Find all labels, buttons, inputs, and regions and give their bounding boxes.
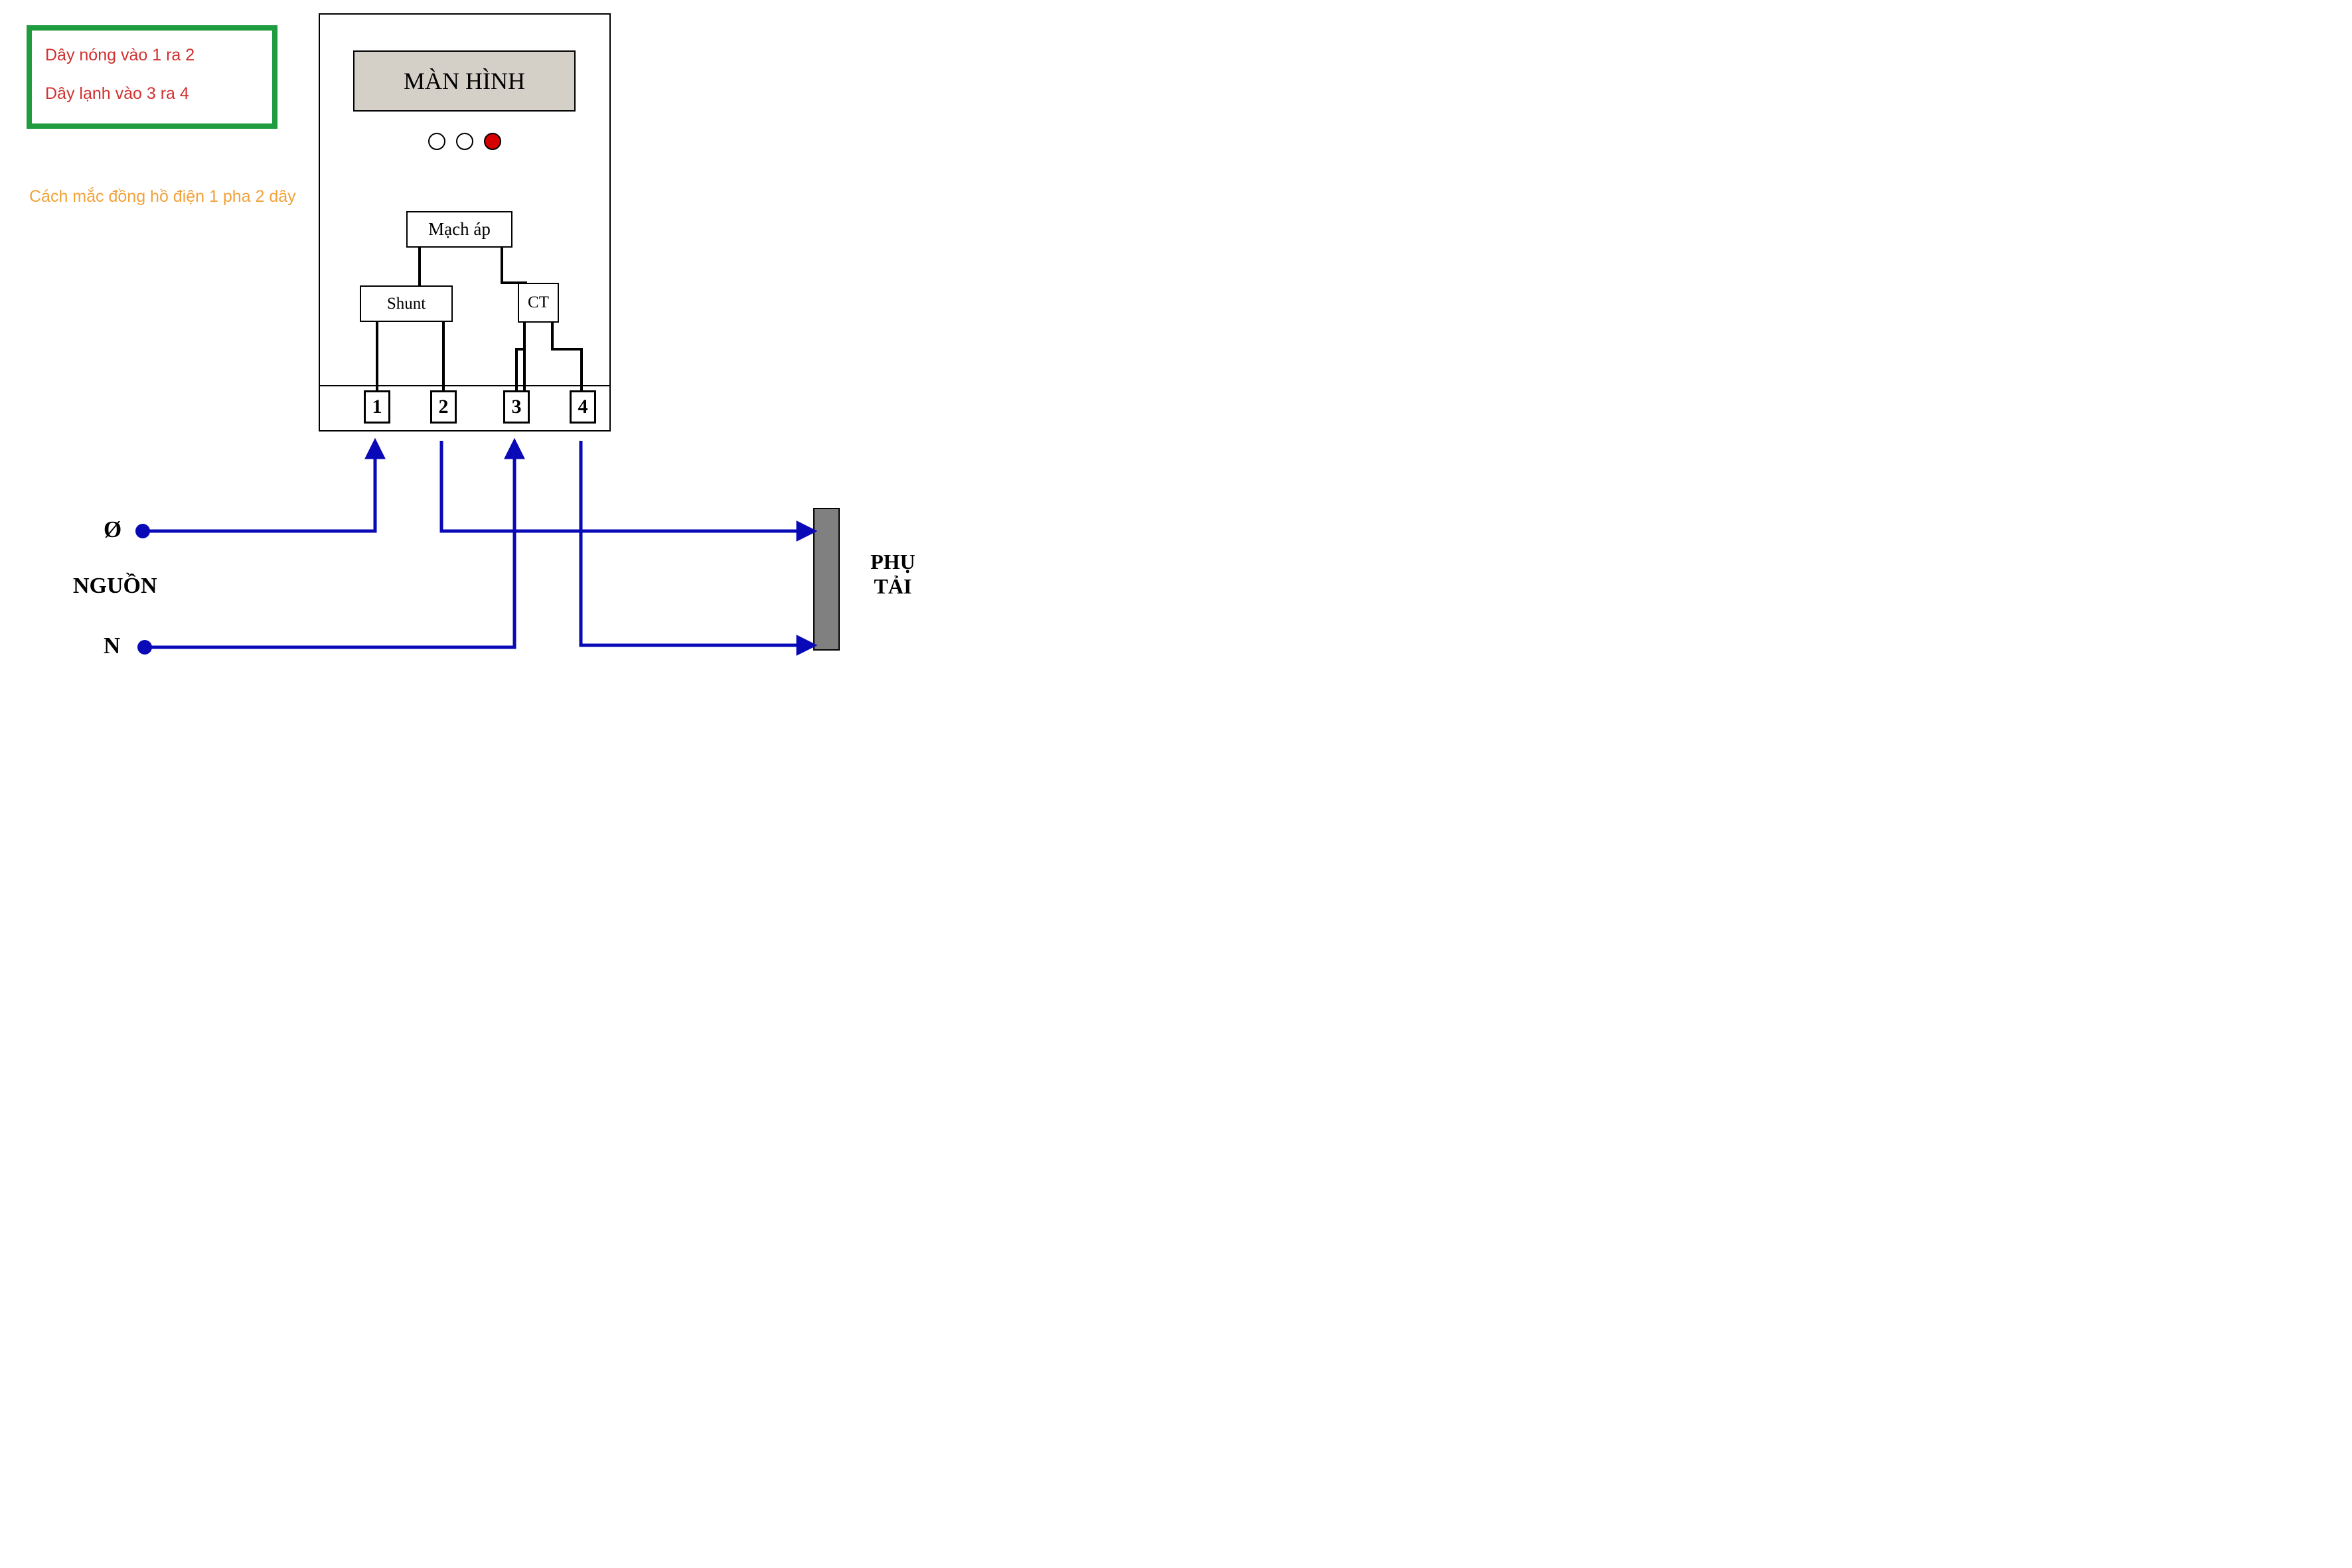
terminal-3: 3 bbox=[503, 390, 530, 424]
diagram-subtitle: Cách mắc đồng hồ điện 1 pha 2 dây bbox=[29, 186, 301, 208]
ct-label: CT bbox=[528, 293, 549, 312]
wire-hot-out-2-to-load bbox=[441, 441, 813, 531]
diagram-canvas: Dây nóng vào 1 ra 2 Dây lạnh vào 3 ra 4 … bbox=[0, 0, 1046, 697]
led-row bbox=[320, 133, 609, 150]
terminal-separator bbox=[320, 385, 609, 386]
led-indicator-2 bbox=[456, 133, 473, 150]
phase-symbol: Ø bbox=[104, 516, 121, 543]
meter-body: MÀN HÌNH Mạch áp Shunt CT bbox=[319, 13, 611, 431]
internal-line bbox=[515, 348, 518, 394]
info-line-1: Dây nóng vào 1 ra 2 bbox=[45, 46, 259, 65]
load-label-line1: PHỤ bbox=[870, 550, 915, 574]
wire-neutral-in-to-3 bbox=[145, 442, 514, 647]
terminal-3-label: 3 bbox=[512, 396, 522, 418]
internal-line bbox=[501, 281, 527, 284]
internal-line bbox=[551, 323, 554, 351]
source-label: NGUỒN bbox=[73, 574, 157, 599]
shunt-label: Shunt bbox=[387, 295, 426, 313]
info-box: Dây nóng vào 1 ra 2 Dây lạnh vào 3 ra 4 bbox=[27, 25, 277, 129]
internal-line bbox=[523, 323, 526, 394]
voltage-circuit-box: Mạch áp bbox=[406, 211, 512, 248]
terminal-4-label: 4 bbox=[578, 396, 588, 418]
wire-phase-in-to-1 bbox=[143, 442, 375, 531]
terminal-2-label: 2 bbox=[439, 396, 449, 418]
load-label: PHỤ TẢI bbox=[853, 550, 933, 599]
terminal-1: 1 bbox=[364, 390, 390, 424]
shunt-box: Shunt bbox=[360, 285, 453, 322]
internal-line bbox=[551, 348, 583, 351]
internal-line bbox=[376, 322, 378, 394]
internal-line bbox=[580, 348, 583, 394]
internal-line bbox=[501, 248, 503, 284]
terminal-1-label: 1 bbox=[372, 396, 382, 418]
meter-display: MÀN HÌNH bbox=[353, 50, 576, 112]
meter-display-text: MÀN HÌNH bbox=[404, 67, 525, 95]
info-line-2: Dây lạnh vào 3 ra 4 bbox=[45, 85, 259, 104]
led-indicator-1 bbox=[428, 133, 445, 150]
voltage-circuit-label: Mạch áp bbox=[428, 219, 491, 240]
ct-box: CT bbox=[518, 283, 559, 323]
internal-line bbox=[442, 322, 445, 394]
internal-line bbox=[418, 248, 421, 287]
load-block bbox=[813, 508, 840, 651]
led-indicator-3 bbox=[484, 133, 501, 150]
wire-neutral-4-to-load bbox=[581, 441, 813, 645]
terminal-4: 4 bbox=[570, 390, 596, 424]
load-label-line2: TẢI bbox=[874, 574, 912, 598]
neutral-symbol: N bbox=[104, 633, 120, 659]
terminal-2: 2 bbox=[430, 390, 457, 424]
